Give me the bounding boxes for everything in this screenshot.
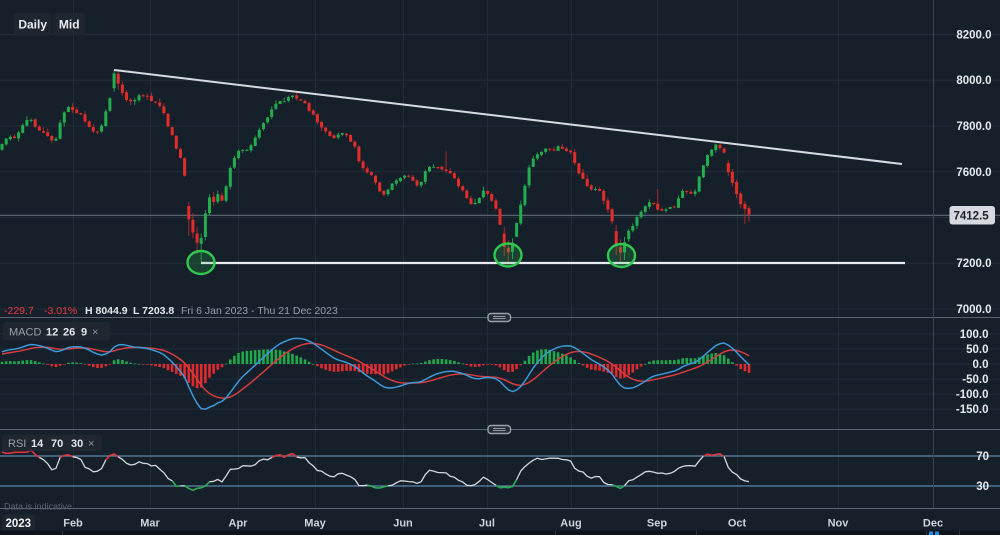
svg-text:7200.0: 7200.0: [956, 258, 991, 270]
svg-text:×: ×: [92, 327, 98, 339]
svg-text:12: 12: [46, 327, 58, 339]
svg-text:Dec: Dec: [923, 518, 943, 530]
svg-text:L 7203.8: L 7203.8: [133, 305, 174, 317]
svg-text:May: May: [304, 518, 326, 530]
svg-text:70: 70: [976, 451, 989, 463]
svg-text:-229.7: -229.7: [4, 305, 34, 317]
svg-text:100.0: 100.0: [960, 329, 989, 341]
svg-text:MACD: MACD: [9, 327, 41, 339]
svg-text:Jul: Jul: [479, 518, 495, 530]
svg-text:Daily: Daily: [18, 18, 47, 32]
svg-text:26: 26: [63, 327, 75, 339]
svg-text:Feb: Feb: [63, 518, 83, 530]
svg-text:Nov: Nov: [828, 518, 850, 530]
svg-text:-150.0: -150.0: [956, 404, 989, 416]
svg-text:2023: 2023: [6, 518, 32, 530]
svg-text:7600.0: 7600.0: [956, 167, 991, 179]
svg-text:-50.0: -50.0: [962, 374, 988, 386]
svg-text:7000.0: 7000.0: [956, 304, 991, 316]
svg-text:Oct: Oct: [728, 518, 747, 530]
svg-text:Fri 6 Jan 2023 - Thu 21 Dec 20: Fri 6 Jan 2023 - Thu 21 Dec 2023: [181, 305, 338, 317]
svg-text:7412.5: 7412.5: [954, 211, 990, 223]
svg-text:Apr: Apr: [229, 518, 249, 530]
svg-text:Jun: Jun: [393, 518, 413, 530]
svg-text:50.0: 50.0: [966, 344, 988, 356]
svg-text:Sep: Sep: [647, 518, 667, 530]
svg-text:7800.0: 7800.0: [956, 121, 991, 133]
svg-text:0.0: 0.0: [973, 359, 989, 371]
svg-text:-100.0: -100.0: [956, 389, 989, 401]
svg-text:30: 30: [71, 438, 83, 450]
svg-text:×: ×: [88, 438, 94, 450]
svg-text:Mid: Mid: [59, 18, 80, 32]
svg-text:8200.0: 8200.0: [956, 30, 991, 42]
svg-text:30: 30: [976, 481, 989, 493]
svg-text:70: 70: [51, 438, 63, 450]
svg-text:Data is indicative: Data is indicative: [4, 502, 72, 512]
svg-text:8000.0: 8000.0: [956, 75, 991, 87]
svg-text:Aug: Aug: [560, 518, 581, 530]
svg-text:RSI: RSI: [8, 438, 26, 450]
svg-text:9: 9: [81, 327, 87, 339]
svg-text:-3.01%: -3.01%: [44, 305, 77, 317]
svg-text:14: 14: [31, 438, 44, 450]
svg-text:H 8044.9: H 8044.9: [85, 305, 128, 317]
svg-text:Mar: Mar: [140, 518, 160, 530]
